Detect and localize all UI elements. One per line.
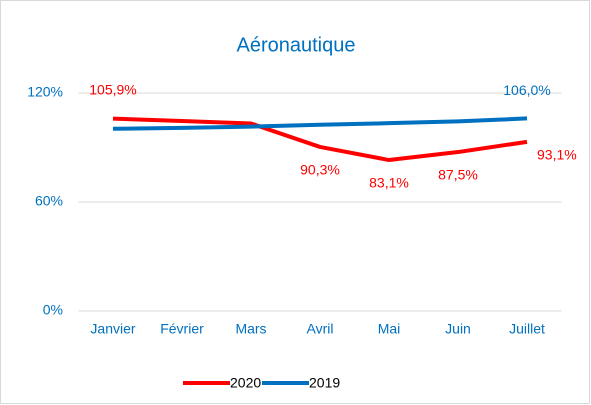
y-tick-label: 0%	[43, 302, 63, 318]
x-tick-label: Mai	[378, 321, 401, 337]
y-tick-label: 60%	[35, 193, 63, 209]
legend-label: 2019	[309, 375, 340, 391]
data-label: 87,5%	[438, 167, 478, 183]
x-tick-label: Juin	[445, 321, 471, 337]
data-label: 105,9%	[89, 81, 136, 97]
data-label: 93,1%	[537, 147, 577, 163]
series-line	[112, 116, 528, 131]
series-line	[112, 116, 528, 163]
x-tick-label: Février	[160, 321, 204, 337]
x-tick-label: Avril	[307, 321, 334, 337]
data-label: 90,3%	[300, 162, 340, 178]
legend-label: 2020	[230, 375, 261, 391]
chart-title: Aéronautique	[237, 34, 356, 56]
y-tick-label: 120%	[27, 84, 63, 100]
x-tick-label: Janvier	[90, 321, 135, 337]
data-label: 106,0%	[503, 82, 550, 98]
x-tick-label: Mars	[235, 321, 266, 337]
x-tick-label: Juillet	[509, 321, 545, 337]
data-label: 83,1%	[369, 175, 409, 191]
